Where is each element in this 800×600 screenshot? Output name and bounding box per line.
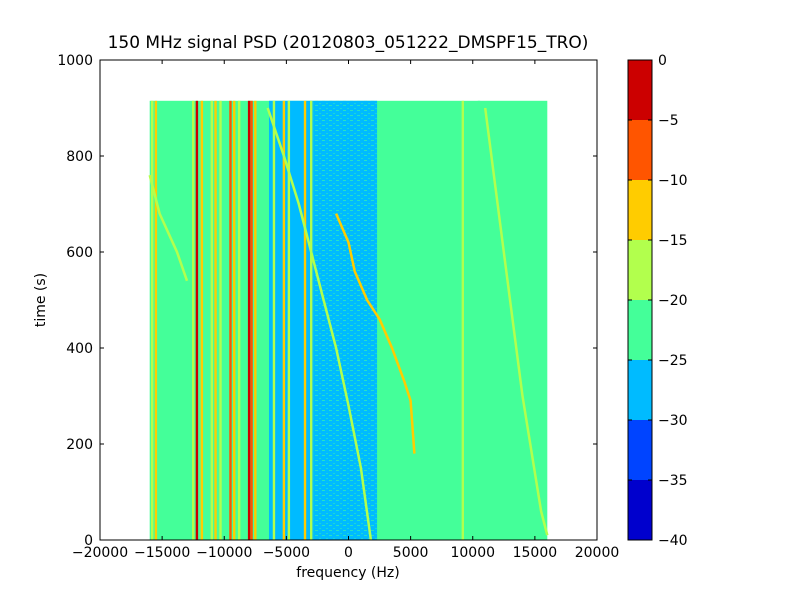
spectrogram-image	[148, 100, 549, 540]
x-tick-label: 15000	[513, 545, 558, 561]
heatmap-line-5	[210, 100, 214, 540]
heatmap-line-15	[282, 100, 286, 540]
heatmap-line-10	[237, 100, 241, 540]
heatmap-line-18	[310, 100, 313, 540]
colorbar: 0 −5 −10 −15 −20 −25 −30 −35 −40	[627, 53, 688, 549]
y-tick-label: 200	[66, 437, 93, 453]
heatmap-line-2	[191, 100, 195, 540]
heatmap-line-8	[229, 100, 232, 540]
heatmap-line-1	[154, 100, 158, 540]
x-tick-label: 20000	[575, 545, 620, 561]
colorbar-segment-5	[628, 180, 652, 240]
x-axis-label: frequency (Hz)	[296, 565, 399, 581]
colorbar-tick-label: −25	[658, 353, 688, 369]
colorbar-tick-label: −30	[658, 413, 688, 429]
y-tick-label: 1000	[57, 53, 93, 69]
colorbar-tick-label: −15	[658, 233, 688, 249]
x-tick-label: 0	[344, 545, 353, 561]
x-axis: −20000 −15000 −10000 −5000 0 5000 10000 15000 20…	[72, 60, 619, 561]
colorbar-segment-4	[628, 240, 652, 300]
heatmap-line-6	[214, 100, 217, 540]
heatmap-line-17	[303, 100, 307, 540]
colorbar-segment-3	[628, 300, 652, 360]
heatmap-band-1	[268, 100, 314, 540]
colorbar-tick-label: 0	[658, 53, 667, 69]
colorbar-tick-label: −40	[658, 533, 688, 549]
heatmap-line-16	[287, 100, 291, 540]
heatmap-line-20	[477, 100, 481, 540]
heatmap-line-7	[219, 100, 222, 540]
heatmap-line-4	[200, 100, 204, 540]
y-tick-label: 0	[84, 533, 93, 549]
y-tick-label: 400	[66, 341, 93, 357]
heatmap-line-14	[272, 100, 276, 540]
x-tick-label: −10000	[196, 545, 252, 561]
y-axis: 0 200 400 600 800 1000	[57, 53, 597, 549]
y-tick-label: 600	[66, 245, 93, 261]
y-tick-label: 800	[66, 149, 93, 165]
colorbar-segment-6	[628, 120, 652, 180]
colorbar-segment-7	[628, 60, 652, 120]
colorbar-segment-2	[628, 360, 652, 420]
x-tick-label: 5000	[393, 545, 429, 561]
x-tick-label: −5000	[263, 545, 310, 561]
heatmap-line-11	[247, 100, 251, 540]
y-axis-label: time (s)	[33, 273, 49, 327]
heatmap-line-19	[461, 100, 465, 540]
heatmap-line-0	[150, 100, 154, 540]
heatmap-line-12	[250, 100, 253, 540]
colorbar-tick-label: −10	[658, 173, 688, 189]
colorbar-tick-label: −35	[658, 473, 688, 489]
heatmap-trace-1	[266, 107, 373, 540]
heatmap-line-3	[195, 100, 199, 540]
x-tick-label: −20000	[72, 545, 128, 561]
heatmap-trace-0	[334, 213, 416, 454]
colorbar-tick-label: −5	[658, 113, 679, 129]
colorbar-tick-label: −20	[658, 293, 688, 309]
heatmap-trace-2	[148, 174, 189, 282]
heatmap-noise	[313, 100, 378, 540]
heatmap-trace-3	[483, 107, 549, 536]
chart-title: 150 MHz signal PSD (20120803_051222_DMSP…	[108, 33, 589, 53]
heatmap-line-13	[254, 100, 257, 540]
colorbar-segment-0	[628, 480, 652, 540]
x-tick-label: 10000	[450, 545, 495, 561]
colorbar-segment-1	[628, 420, 652, 480]
heatmap-line-9	[232, 100, 236, 540]
x-tick-label: −15000	[134, 545, 190, 561]
